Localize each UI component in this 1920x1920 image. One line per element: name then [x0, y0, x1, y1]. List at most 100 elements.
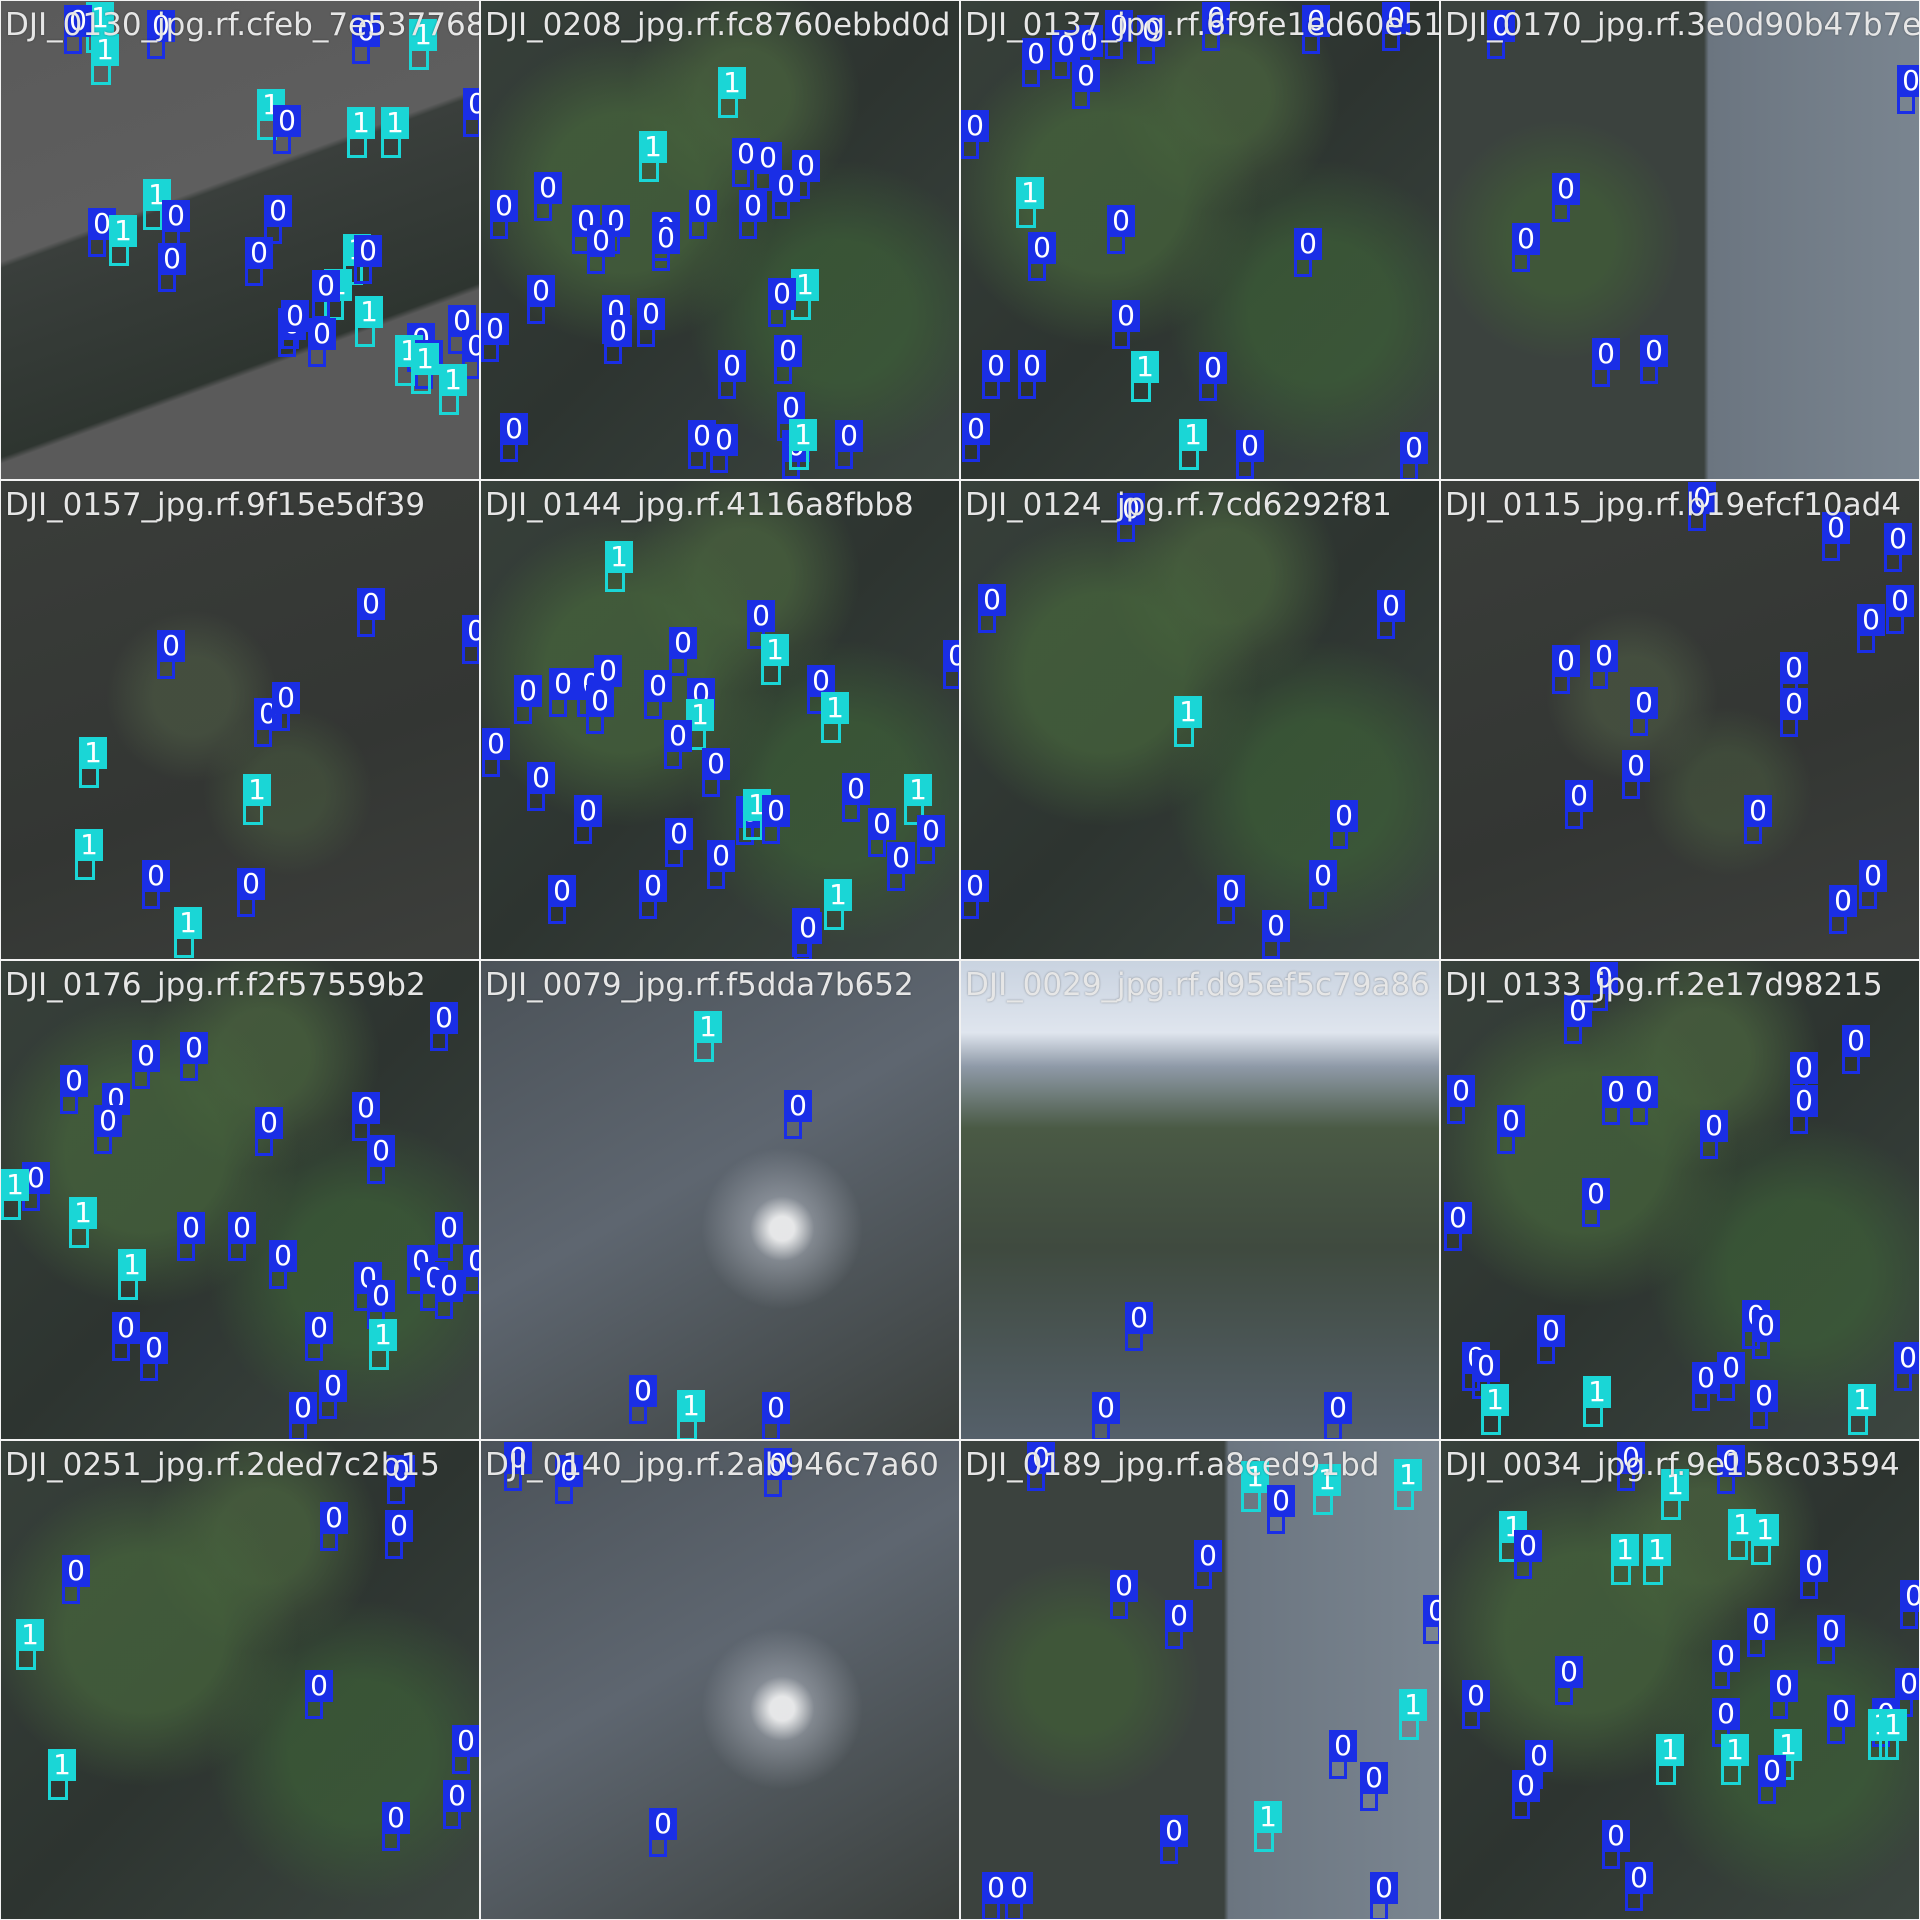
detection-box: 0: [305, 1312, 333, 1361]
class-label: 1: [1131, 351, 1159, 383]
class-label: 0: [1590, 640, 1618, 672]
detection-box: 0: [387, 1455, 415, 1504]
class-label: 1: [69, 1197, 97, 1229]
detection-box: 0: [644, 670, 672, 719]
detection-box: 1: [1721, 1734, 1749, 1785]
detection-box: 0: [158, 243, 186, 292]
class-label: 1: [243, 774, 271, 806]
class-label: 1: [369, 1319, 397, 1351]
class-label: 0: [1640, 335, 1668, 367]
tile-image: [961, 1441, 1439, 1919]
detection-box: 0: [1800, 1550, 1828, 1599]
detection-box: 0: [1717, 1352, 1745, 1401]
class-label: 1: [686, 699, 714, 731]
class-label: 1: [718, 67, 746, 99]
class-label: 0: [305, 1312, 333, 1344]
class-label: 0: [305, 1670, 333, 1702]
class-label: 0: [807, 665, 835, 697]
detection-box: 0: [1329, 1730, 1357, 1779]
detection-box: 0: [1900, 1580, 1919, 1629]
class-label: 0: [764, 1448, 792, 1480]
class-label: 0: [319, 1370, 347, 1402]
class-label: 0: [1267, 1485, 1295, 1517]
mosaic-tile: 1 0 0 1 0 DJI_0079_jpg.rf.f5dda7b652: [480, 960, 960, 1440]
detection-box: 0: [1092, 1392, 1120, 1439]
class-label: 0: [1886, 585, 1914, 617]
detection-box: 0: [842, 773, 870, 822]
class-label: 0: [443, 1780, 471, 1812]
class-label: 0: [463, 1245, 479, 1277]
detection-box: 0: [281, 300, 309, 349]
tile-title: DJI_0140_jpg.rf.2ab946c7a60: [485, 1447, 939, 1483]
class-label: 0: [382, 1802, 410, 1834]
class-label: 0: [1717, 1352, 1745, 1384]
class-label: 0: [1092, 1392, 1120, 1424]
class-label: 0: [1582, 1178, 1610, 1210]
detection-box: 0: [308, 318, 336, 367]
detection-box: 0: [549, 668, 577, 717]
class-label: 0: [1018, 350, 1046, 382]
detection-box: 0: [961, 110, 989, 159]
class-label: 0: [649, 1808, 677, 1840]
tile-title: DJI_0133_jpg.rf.2e17d98215: [1445, 967, 1883, 1003]
class-label: 0: [1712, 1640, 1740, 1672]
mosaic-tile: 0 0 0 DJI_0029_jpg.rf.d95ef5c79a86: [960, 960, 1440, 1440]
class-label: 0: [527, 762, 555, 794]
detection-box: 0: [132, 1040, 160, 1089]
class-label: 0: [1329, 1730, 1357, 1762]
class-label: 0: [1487, 10, 1515, 42]
class-label: 0: [354, 235, 382, 267]
detection-box: 0: [527, 275, 555, 324]
class-label: 0: [1112, 300, 1140, 332]
class-label: 1: [1583, 1376, 1611, 1408]
detection-box: 0: [1884, 523, 1912, 572]
class-label: 0: [1537, 1315, 1565, 1347]
detection-box: 0: [1857, 604, 1885, 653]
class-label: 1: [75, 829, 103, 861]
class-label: 0: [1622, 750, 1650, 782]
detection-box: 0: [1330, 800, 1358, 849]
class-label: 0: [1770, 1670, 1798, 1702]
class-label: 0: [1842, 1025, 1870, 1057]
detection-box: 0: [1107, 205, 1135, 254]
detection-box: 0: [382, 1802, 410, 1851]
class-label: 1: [409, 19, 437, 51]
class-label: 0: [1472, 1350, 1500, 1382]
detection-box: 0: [1262, 910, 1290, 959]
class-label: 0: [842, 773, 870, 805]
class-label: 0: [352, 15, 380, 47]
detection-box: 1: [1583, 1376, 1611, 1427]
detection-box: 1: [1751, 1514, 1779, 1565]
class-label: 0: [1377, 590, 1405, 622]
class-label: 0: [1199, 352, 1227, 384]
class-label: 0: [1780, 688, 1808, 720]
class-label: 0: [1859, 860, 1887, 892]
detection-box: 0: [269, 1240, 297, 1289]
tile-title: DJI_0170_jpg.rf.3e0d90b47b7e: [1445, 7, 1920, 43]
class-label: 0: [1525, 1740, 1553, 1772]
class-label: 1: [439, 364, 467, 396]
detection-box: 1: [694, 1011, 722, 1062]
detection-box: 0: [1360, 1762, 1388, 1811]
class-label: 0: [1602, 1820, 1630, 1852]
detection-box: 0: [1592, 338, 1620, 387]
class-label: 1: [1174, 696, 1202, 728]
class-label: 0: [1125, 1302, 1153, 1334]
class-label: 0: [887, 842, 915, 874]
class-label: 1: [1179, 419, 1207, 451]
detection-box: 0: [917, 815, 945, 864]
detection-box: 0: [664, 720, 692, 769]
detection-box: 0: [1125, 1302, 1153, 1351]
detection-box: 0: [1052, 30, 1080, 79]
detection-box: 1: [1174, 696, 1202, 747]
class-label: 1: [677, 1390, 705, 1422]
detection-box: 0: [1447, 1075, 1475, 1124]
detection-box: 0: [1444, 1202, 1472, 1251]
detection-box: 0: [807, 665, 835, 714]
class-label: 0: [978, 584, 1006, 616]
detection-box: 0: [352, 1092, 380, 1141]
class-label: 0: [962, 413, 990, 445]
class-label: 0: [281, 300, 309, 332]
detection-box: 0: [639, 870, 667, 919]
